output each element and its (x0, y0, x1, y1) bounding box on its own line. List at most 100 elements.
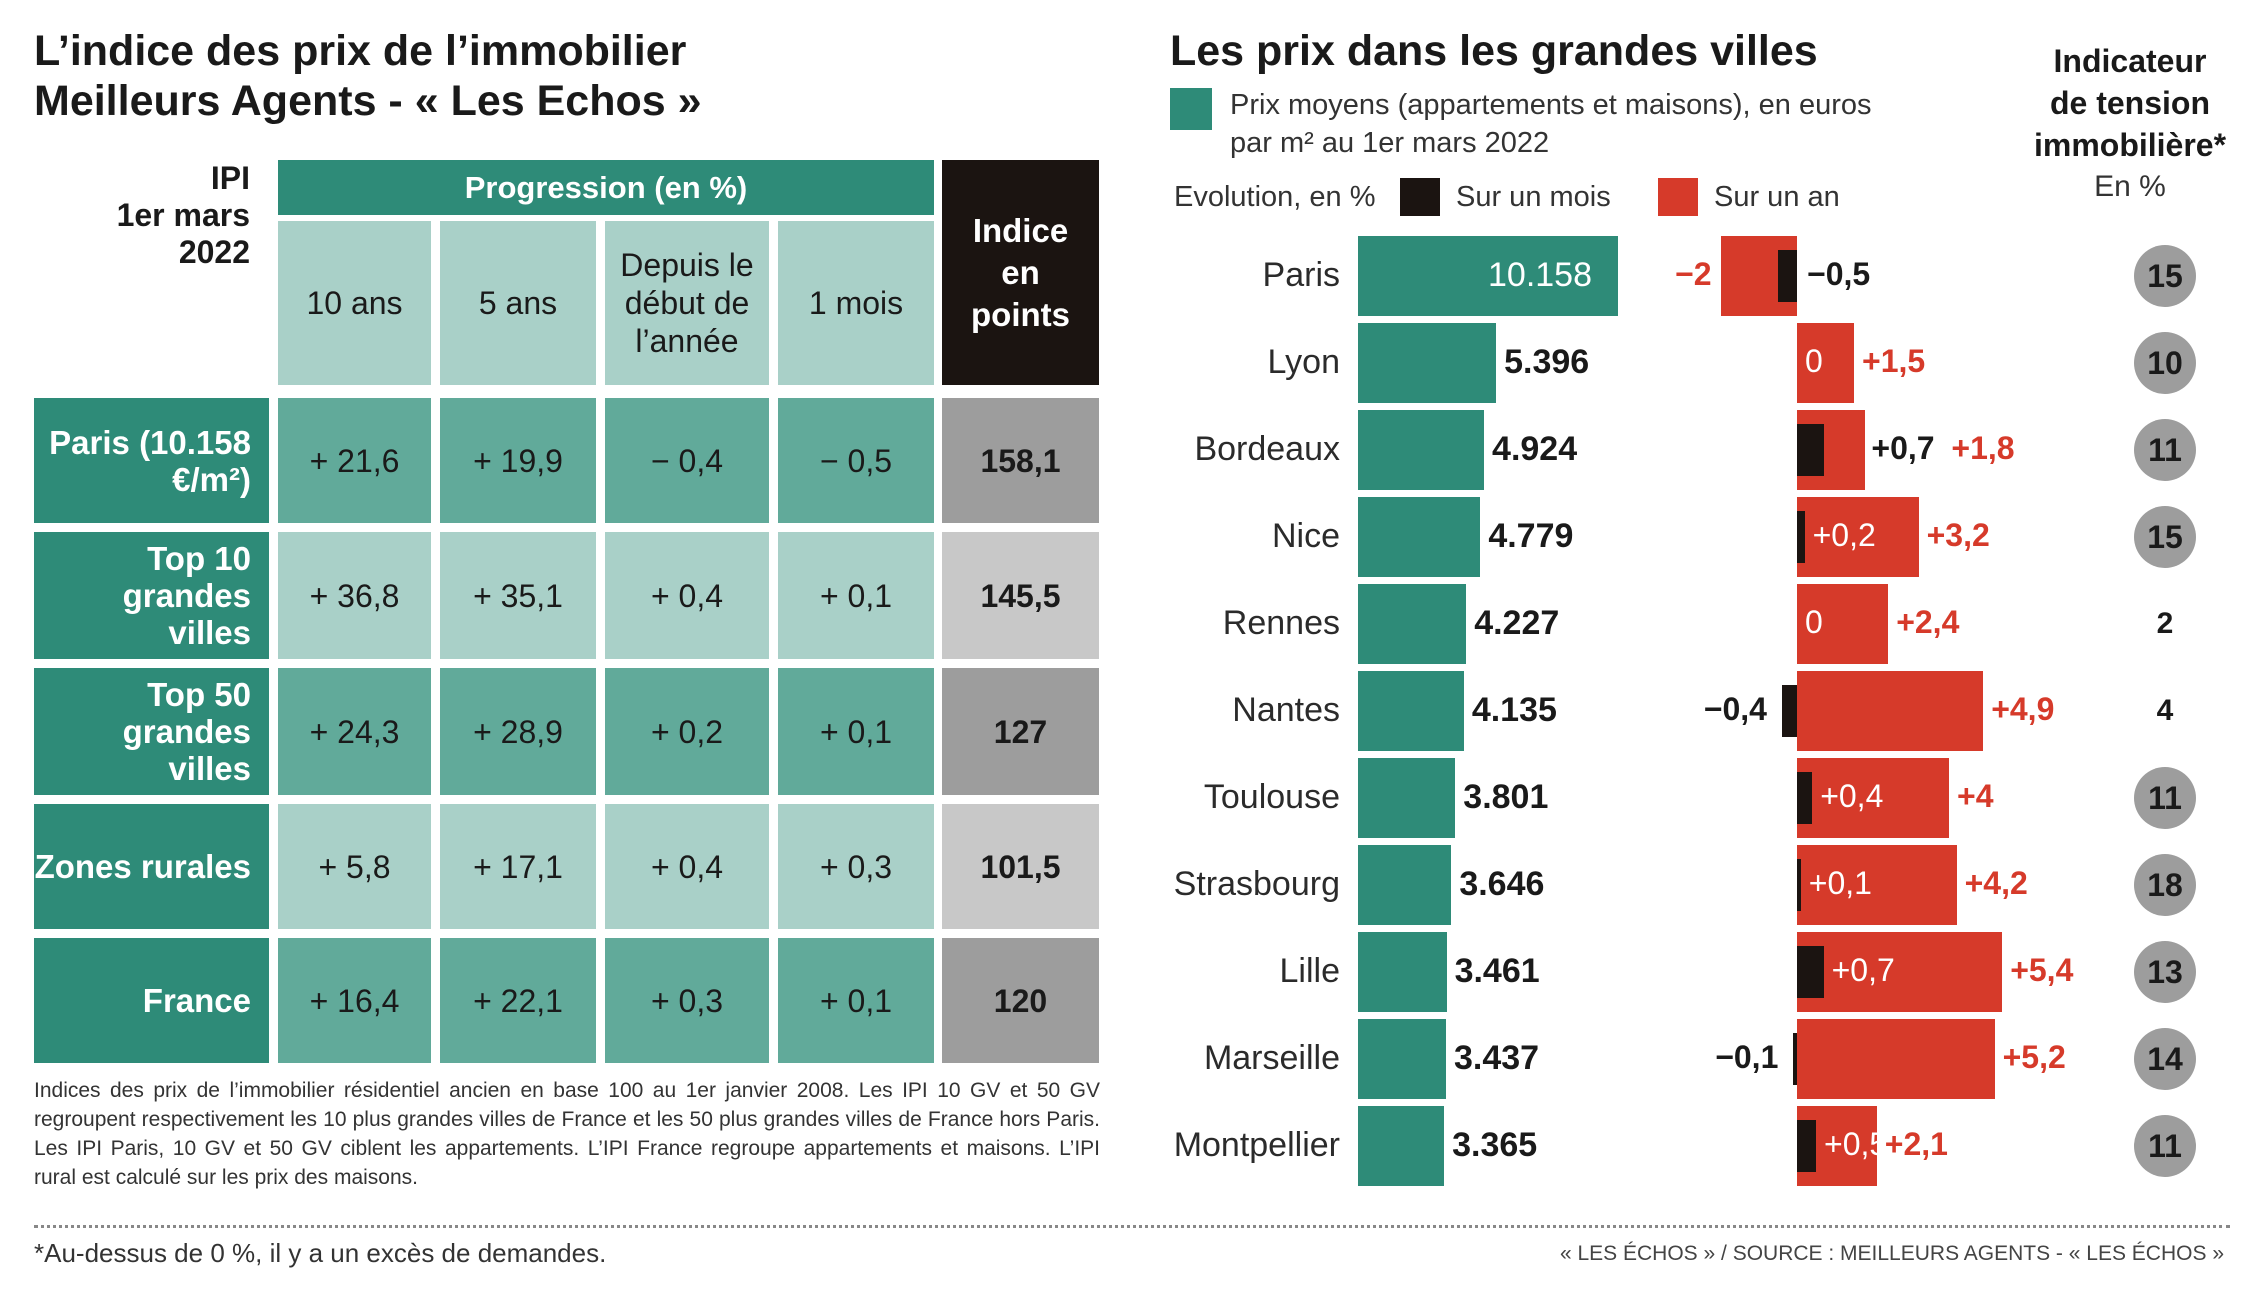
price-bar-strasbourg (1358, 845, 1452, 925)
col-header-5ans: 5 ans (440, 221, 596, 385)
legend-year-swatch (1658, 178, 1698, 216)
tension-header-line3: immobilière* (2033, 127, 2227, 163)
month-bar-strasbourg (1797, 859, 1801, 911)
year-label-rennes: +2,4 (1896, 604, 1960, 640)
price-bar-marseille (1358, 1019, 1446, 1099)
month-bar-marseille (1793, 1033, 1797, 1085)
cell-top50-debut: + 0,2 (605, 668, 769, 795)
month-label-strasbourg: +0,1 (1808, 865, 1872, 901)
legend-price-line1: Prix moyens (appartements et maisons), e… (1230, 89, 1872, 121)
tension-value-marseille: 14 (2134, 1028, 2196, 1090)
city-label-lille: Lille (1279, 952, 1340, 990)
evolution-label: Evolution, en % (1174, 181, 1376, 213)
cell-rurales-indice: 101,5 (942, 804, 1099, 929)
year-label-lille: +5,4 (2010, 952, 2074, 988)
month-bar-lille (1797, 946, 1824, 998)
right-title: Les prix dans les grandes villes (1170, 27, 1818, 75)
year-bar-strasbourg (1797, 845, 1957, 925)
price-label-strasbourg: 3.646 (1459, 865, 1545, 903)
price-bar-nice (1358, 497, 1481, 577)
tension-header-line1: Indicateur (2053, 43, 2207, 79)
row-label-paris: Paris (10.158 €/m²) (34, 398, 269, 523)
price-label-lille: 3.461 (1454, 952, 1540, 990)
col-header-debut-annee: Depuis le début de l’année (605, 221, 769, 385)
cell-rurales-5ans: + 17,1 (440, 804, 596, 929)
cell-france-1mois: + 0,1 (778, 938, 934, 1063)
year-bar-nice (1797, 497, 1919, 577)
legend-month-swatch (1400, 178, 1440, 216)
year-label-montpellier: +2,1 (1884, 1126, 1948, 1162)
tension-value-nantes: 4 (2156, 694, 2174, 727)
year-bar-toulouse (1797, 758, 1949, 838)
price-bar-bordeaux (1358, 410, 1485, 490)
year-label-nantes: +4,9 (1991, 691, 2055, 727)
indice-header: Indice en points (942, 160, 1099, 385)
tension-header-unit: En % (2094, 170, 2166, 203)
ipi-header: IPI 1er mars 2022 (34, 160, 250, 271)
cell-top10-indice: 145,5 (942, 532, 1099, 659)
month-label-montpellier: +0,5 (1824, 1126, 1888, 1162)
city-label-toulouse: Toulouse (1203, 778, 1340, 816)
cell-top10-debut: + 0,4 (605, 532, 769, 659)
cell-france-10ans: + 16,4 (278, 938, 431, 1063)
city-label-paris: Paris (1262, 256, 1340, 294)
year-label-lyon: +1,5 (1862, 343, 1926, 379)
cell-top10-1mois: + 0,1 (778, 532, 934, 659)
city-label-marseille: Marseille (1203, 1039, 1340, 1077)
tension-header-line2: de tension (2049, 85, 2210, 121)
year-label-marseille: +5,2 (2002, 1039, 2066, 1075)
month-bar-paris (1778, 250, 1797, 302)
cell-paris-debut: − 0,4 (605, 398, 769, 523)
price-bar-lille (1358, 932, 1447, 1012)
price-bar-paris (1358, 236, 1618, 316)
cell-top50-indice: 127 (942, 668, 1099, 795)
month-label-toulouse: +0,4 (1820, 778, 1884, 814)
city-label-bordeaux: Bordeaux (1194, 430, 1340, 468)
tension-value-strasbourg: 18 (2134, 854, 2196, 916)
left-title-line2: Meilleurs Agents - « Les Echos » (34, 77, 702, 125)
tension-value-lyon: 10 (2134, 332, 2196, 394)
cell-rurales-debut: + 0,4 (605, 804, 769, 929)
progression-header: Progression (en %) (278, 160, 934, 215)
month-label-marseille: −0,1 (1715, 1039, 1779, 1075)
year-label-paris: −2 (1675, 256, 1712, 292)
city-label-nantes: Nantes (1232, 691, 1340, 729)
col-header-1mois: 1 mois (778, 221, 934, 385)
cell-rurales-10ans: + 5,8 (278, 804, 431, 929)
price-bar-nantes (1358, 671, 1464, 751)
cell-top50-10ans: + 24,3 (278, 668, 431, 795)
year-bar-rennes (1797, 584, 1889, 664)
cell-france-debut: + 0,3 (605, 938, 769, 1063)
tension-value-nice: 15 (2134, 506, 2196, 568)
cell-top50-5ans: + 28,9 (440, 668, 596, 795)
year-bar-nantes (1797, 671, 1984, 751)
ipi-year: 2022 (178, 234, 250, 270)
price-label-rennes: 4.227 (1474, 604, 1560, 642)
tension-header: Indicateur de tension immobilière* En % (2010, 40, 2246, 208)
month-bar-nantes (1781, 685, 1797, 737)
price-bar-montpellier (1358, 1106, 1445, 1186)
ipi-label: IPI (210, 160, 250, 196)
methodology-note: Indices des prix de l’immobilier résiden… (34, 1079, 1100, 1189)
price-label-nice: 4.779 (1488, 517, 1574, 555)
city-label-nice: Nice (1271, 517, 1340, 555)
month-bar-montpellier (1797, 1120, 1816, 1172)
cell-paris-10ans: + 21,6 (278, 398, 431, 523)
ipi-date: 1er mars (116, 197, 250, 233)
legend-month: Sur un mois (1456, 181, 1611, 213)
month-label-nice: +0,2 (1812, 517, 1876, 553)
price-bar-lyon (1358, 323, 1497, 403)
month-bar-nice (1797, 511, 1805, 563)
city-label-montpellier: Montpellier (1173, 1126, 1340, 1164)
legend-price-line2: par m² au 1er mars 2022 (1230, 127, 1550, 159)
tension-value-rennes: 2 (2156, 607, 2174, 640)
legend-year: Sur un an (1714, 181, 1840, 213)
left-title-line1: L’indice des prix de l’immobilier (34, 27, 687, 75)
source-credit: « LES ÉCHOS » / SOURCE : MEILLEURS AGENT… (1559, 1242, 2224, 1265)
price-label-montpellier: 3.365 (1452, 1126, 1538, 1164)
month-label-rennes: 0 (1805, 604, 1823, 640)
cell-paris-5ans: + 19,9 (440, 398, 596, 523)
month-bar-toulouse (1797, 772, 1813, 824)
price-label-marseille: 3.437 (1453, 1039, 1540, 1077)
year-label-strasbourg: +4,2 (1964, 865, 2028, 901)
